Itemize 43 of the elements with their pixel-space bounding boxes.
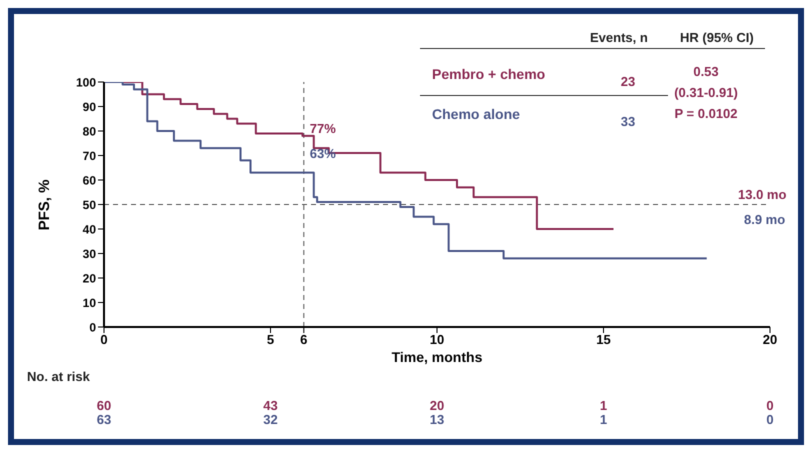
- text: 43: [263, 398, 278, 413]
- annotation: 13.0 mo: [738, 187, 786, 202]
- y-tick-label: 90: [82, 100, 96, 114]
- text: 60: [96, 398, 112, 413]
- text: HR (95% CI): [680, 30, 754, 45]
- y-tick-label: 20: [82, 271, 96, 286]
- y-tick-label: 50: [82, 198, 96, 212]
- y-tick-label: 60: [82, 173, 96, 188]
- y-axis-title: PFS, %: [36, 179, 53, 230]
- text: 0: [766, 412, 774, 427]
- text: 0.53: [693, 64, 719, 79]
- x-axis-title: Time, months: [390, 349, 484, 365]
- text: Events, n: [590, 30, 648, 45]
- y-tick-label: 70: [82, 148, 96, 163]
- annotation: 77%: [310, 121, 336, 136]
- text: 20: [430, 398, 444, 413]
- text: Pembro + chemo: [432, 66, 546, 82]
- x-tick-label: 0: [100, 332, 108, 348]
- x-tick-label: 5: [266, 332, 274, 348]
- text: No. at risk: [27, 369, 90, 384]
- text: Chemo alone: [432, 106, 520, 122]
- text: 63: [96, 412, 112, 427]
- y-tick-label: 100: [76, 75, 96, 90]
- annotation: 63%: [310, 146, 336, 161]
- annotation: 33: [620, 114, 636, 129]
- y-tick-label: 80: [82, 124, 96, 138]
- annotation: 23: [620, 74, 636, 89]
- x-tick-label: 20: [762, 332, 778, 348]
- y-tick-label: 30: [82, 246, 96, 261]
- y-tick-label: 0: [89, 320, 96, 334]
- text: 1: [600, 412, 608, 427]
- text: 32: [263, 412, 278, 427]
- annotation: P = 0.0102: [674, 106, 738, 121]
- x-tick-label: 15: [596, 332, 611, 348]
- text: 1: [600, 398, 608, 413]
- y-tick-label: 40: [82, 222, 96, 236]
- annotation: 8.9 mo: [744, 212, 786, 227]
- text: 13: [430, 412, 444, 427]
- text: 0: [766, 398, 774, 413]
- y-tick-label: 10: [82, 296, 96, 310]
- annotation: (0.31-0.91): [674, 85, 738, 100]
- x-tick-label: 10: [430, 332, 444, 348]
- x-tick-label: 6: [300, 332, 308, 348]
